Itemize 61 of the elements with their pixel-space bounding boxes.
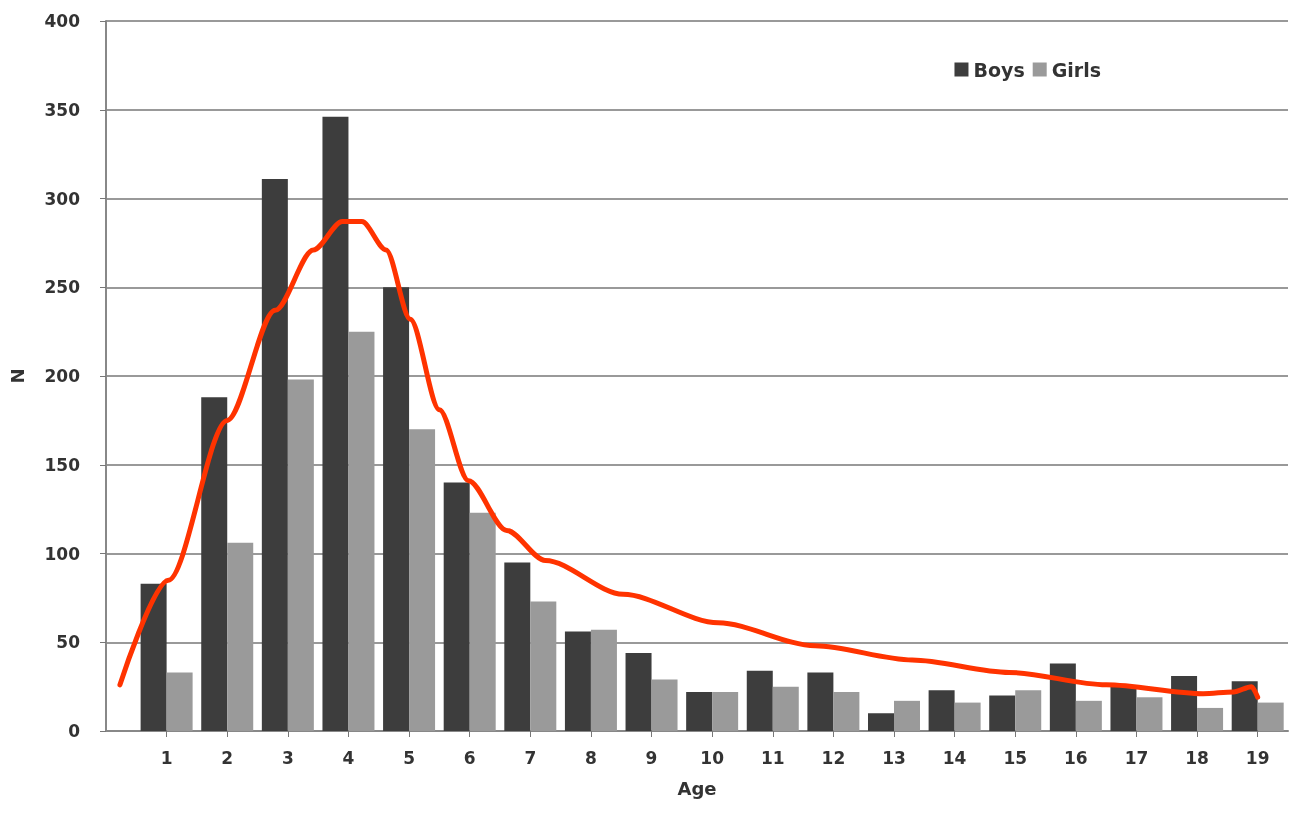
x-tick-label: 13 bbox=[882, 747, 906, 768]
bar bbox=[894, 700, 920, 731]
bar bbox=[772, 686, 799, 731]
y-tick-label: 0 bbox=[68, 721, 81, 741]
bar bbox=[564, 631, 591, 731]
bar bbox=[322, 116, 349, 731]
bar bbox=[625, 652, 652, 731]
x-tick-label: 4 bbox=[342, 747, 355, 768]
bar bbox=[1110, 686, 1137, 731]
legend-label: Girls bbox=[1051, 58, 1102, 81]
y-tick-label: 300 bbox=[44, 188, 81, 209]
bar bbox=[443, 482, 470, 731]
y-tick-label: 250 bbox=[44, 277, 81, 298]
y-tick-label: 100 bbox=[44, 543, 81, 564]
bar bbox=[140, 583, 167, 731]
x-tick-label: 3 bbox=[281, 747, 294, 768]
bar bbox=[868, 713, 894, 731]
bar bbox=[1049, 663, 1076, 731]
x-tick-label: 10 bbox=[700, 747, 725, 768]
x-tick-label: 6 bbox=[463, 747, 476, 768]
x-tick-label: 11 bbox=[760, 747, 785, 768]
x-tick-label: 12 bbox=[821, 747, 846, 768]
x-tick-label: 15 bbox=[1003, 747, 1028, 768]
x-tick-label: 17 bbox=[1124, 747, 1149, 768]
x-axis-title: Age bbox=[677, 777, 717, 799]
y-tick-label: 350 bbox=[44, 99, 81, 120]
x-tick-label: 8 bbox=[585, 747, 597, 768]
y-tick-label: 400 bbox=[44, 11, 81, 31]
bar bbox=[807, 672, 834, 731]
x-tick-label: 16 bbox=[1064, 747, 1088, 768]
bar bbox=[833, 691, 860, 731]
bar bbox=[686, 691, 713, 731]
bar bbox=[928, 690, 955, 731]
bar bbox=[201, 397, 228, 731]
bar bbox=[504, 562, 531, 731]
y-tick-label: 50 bbox=[56, 632, 81, 653]
x-tick-label: 14 bbox=[942, 747, 967, 768]
bar bbox=[954, 702, 981, 731]
bar bbox=[1136, 697, 1163, 731]
x-tick-label: 2 bbox=[221, 747, 234, 768]
y-tick-label: 150 bbox=[44, 454, 81, 475]
bar bbox=[1257, 702, 1284, 731]
y-tick-label: 200 bbox=[44, 366, 81, 386]
y-axis-title: N bbox=[6, 368, 28, 384]
x-tick-label: 18 bbox=[1185, 747, 1209, 768]
bar bbox=[166, 672, 193, 731]
legend-label: Boys bbox=[973, 58, 1025, 81]
bar bbox=[746, 670, 773, 731]
x-tick-label: 5 bbox=[403, 747, 415, 768]
x-tick-label: 9 bbox=[645, 747, 658, 768]
bar bbox=[1015, 690, 1042, 731]
bar bbox=[383, 287, 410, 731]
bar bbox=[1075, 700, 1102, 731]
bar bbox=[1197, 707, 1224, 731]
x-tick-label: 7 bbox=[524, 747, 537, 768]
x-tick-label: 1 bbox=[160, 747, 173, 768]
bar bbox=[261, 178, 288, 731]
x-tick-label: 19 bbox=[1245, 747, 1270, 768]
bar bbox=[989, 695, 1016, 731]
bar bbox=[712, 691, 739, 731]
bar bbox=[651, 679, 678, 731]
